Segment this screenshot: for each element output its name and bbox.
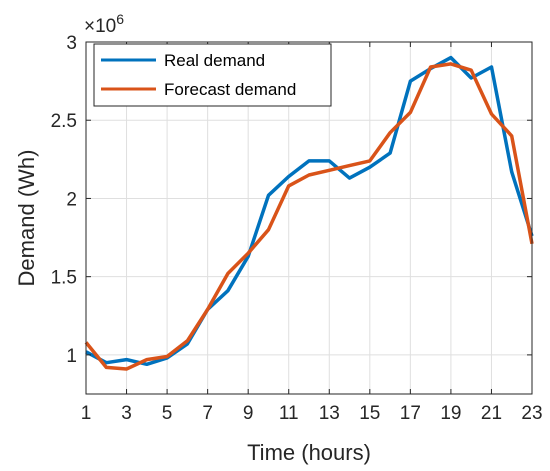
- y-multiplier-exponent: 6: [116, 11, 124, 27]
- x-tick-label: 11: [279, 403, 299, 424]
- legend-label-forecast-demand: Forecast demand: [164, 80, 296, 99]
- x-tick-label: 9: [243, 403, 254, 424]
- y-tick-label: 3: [66, 33, 77, 54]
- x-tick-label: 3: [121, 403, 132, 424]
- series-line-forecast-demand: [84, 62, 534, 371]
- y-axis-title: Demand (Wh): [14, 150, 39, 287]
- x-tick-label: 15: [359, 403, 380, 424]
- x-axis-ticks: 1 3 5 7 9 11 13 15 17 19 21 23: [81, 42, 543, 424]
- x-tick-label: 13: [319, 403, 340, 424]
- series-lines: [84, 55, 534, 371]
- y-multiplier-label: ×106: [84, 11, 124, 37]
- y-tick-label: 1: [66, 346, 77, 367]
- x-tick-label: 7: [202, 403, 213, 424]
- x-axis-title: Time (hours): [247, 440, 371, 465]
- legend-label-real-demand: Real demand: [164, 51, 265, 70]
- x-tick-label: 1: [81, 403, 92, 424]
- x-tick-label: 5: [162, 403, 173, 424]
- y-tick-label: 1.5: [51, 268, 77, 289]
- y-tick-label: 2.5: [51, 111, 77, 132]
- y-axis-ticks: 1 1.5 2 2.5 3: [51, 33, 532, 367]
- x-tick-label: 17: [400, 403, 421, 424]
- legend-box: [93, 43, 332, 107]
- plot-frame: [85, 41, 533, 395]
- legend: Real demand Forecast demand: [93, 43, 332, 107]
- y-tick-label: 2: [66, 189, 77, 210]
- x-tick-label: 19: [440, 403, 461, 424]
- x-tick-label: 21: [481, 403, 502, 424]
- x-tick-label: 23: [521, 403, 542, 424]
